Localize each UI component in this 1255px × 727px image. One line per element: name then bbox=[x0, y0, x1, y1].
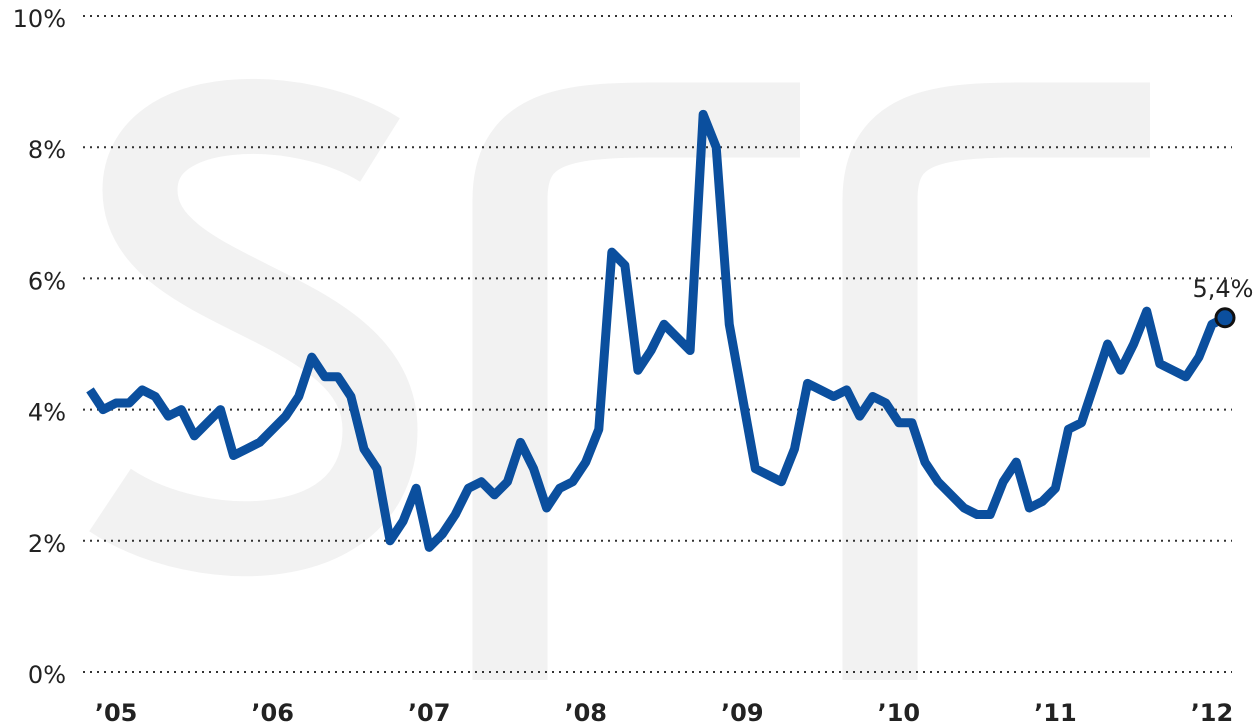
x-tick-label: ’06 bbox=[251, 699, 294, 727]
y-tick-label: 4% bbox=[28, 399, 66, 427]
y-tick-label: 0% bbox=[28, 661, 66, 689]
x-tick-label: ’09 bbox=[721, 699, 764, 727]
y-tick-label: 6% bbox=[28, 267, 66, 295]
y-tick-label: 2% bbox=[28, 530, 66, 558]
x-tick-label: ’08 bbox=[564, 699, 607, 727]
x-tick-label: ’11 bbox=[1034, 699, 1077, 727]
x-tick-label: ’12 bbox=[1191, 699, 1234, 727]
end-marker bbox=[1214, 307, 1236, 329]
x-tick-label: ’07 bbox=[408, 699, 451, 727]
value-label: 5,4% bbox=[1193, 275, 1254, 303]
x-tick-label: ’05 bbox=[95, 699, 138, 727]
data-line bbox=[86, 109, 1228, 552]
y-tick-label: 10% bbox=[13, 5, 66, 33]
y-tick-label: 8% bbox=[28, 136, 66, 164]
watermark bbox=[89, 78, 1150, 680]
x-tick-label: ’10 bbox=[878, 699, 921, 727]
